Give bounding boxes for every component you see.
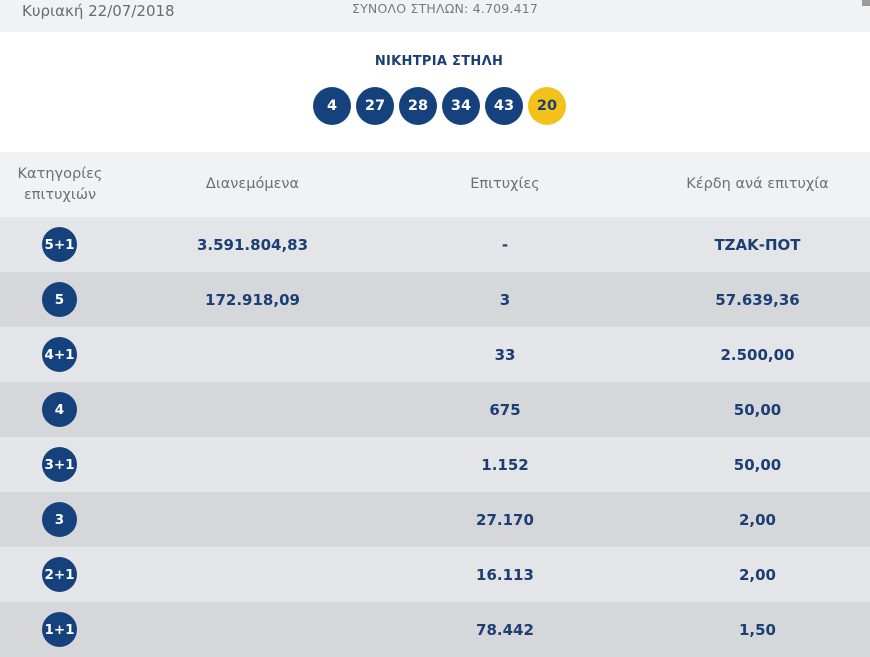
category-badge: 4+1 bbox=[42, 337, 77, 372]
category-badge: 4 bbox=[42, 392, 77, 427]
distributed-cell: 172.918,09 bbox=[205, 290, 300, 309]
category-badge: 3+1 bbox=[42, 447, 77, 482]
winners-cell: 27.170 bbox=[476, 510, 534, 529]
winning-number-ball: 4 bbox=[313, 87, 351, 125]
prize-cell: 2,00 bbox=[738, 510, 776, 529]
table-row: 4+1 33 2.500,00 bbox=[0, 327, 870, 382]
distributed-cell: 3.591.804,83 bbox=[196, 235, 309, 254]
winning-number-ball: 27 bbox=[356, 87, 394, 125]
distributed-cell bbox=[150, 547, 355, 602]
winning-number-ball: 34 bbox=[442, 87, 480, 125]
prize-cell: 50,00 bbox=[733, 455, 782, 474]
prize-cell: ΤΖΑΚ-ΠΟΤ bbox=[714, 235, 801, 254]
table-row: 3 27.170 2,00 bbox=[0, 492, 870, 547]
category-badge: 5 bbox=[42, 282, 77, 317]
table-row: 3+1 1.152 50,00 bbox=[0, 437, 870, 492]
prize-cell: 50,00 bbox=[733, 400, 782, 419]
winners-cell: 33 bbox=[494, 345, 516, 364]
winners-cell: 78.442 bbox=[476, 620, 534, 639]
winning-number-ball: 28 bbox=[399, 87, 437, 125]
header-category: Κατηγορίες επιτυχιών bbox=[17, 165, 103, 203]
distributed-cell bbox=[150, 602, 355, 657]
corner-mark bbox=[862, 0, 870, 6]
prize-cell: 57.639,36 bbox=[715, 290, 800, 309]
distributed-cell bbox=[150, 492, 355, 547]
table-row: 5+1 3.591.804,83 - ΤΖΑΚ-ΠΟΤ bbox=[0, 217, 870, 272]
header-prize: Κέρδη ανά επιτυχία bbox=[686, 176, 829, 192]
distributed-cell bbox=[150, 382, 355, 437]
winning-numbers: 4 27 28 34 43 20 bbox=[313, 87, 566, 125]
results-table: 5+1 3.591.804,83 - ΤΖΑΚ-ΠΟΤ 5 172.918,09… bbox=[0, 217, 870, 657]
table-header: Κατηγορίες επιτυχιών Διανεμόμενα Επιτυχί… bbox=[0, 152, 870, 217]
winners-cell: 675 bbox=[489, 400, 521, 419]
table-row: 2+1 16.113 2,00 bbox=[0, 547, 870, 602]
bonus-number-ball: 20 bbox=[528, 87, 566, 125]
winning-number-ball: 43 bbox=[485, 87, 523, 125]
winners-cell: 3 bbox=[499, 290, 511, 309]
category-badge: 2+1 bbox=[42, 557, 77, 592]
category-badge: 5+1 bbox=[42, 227, 77, 262]
distributed-cell bbox=[150, 327, 355, 382]
total-columns: ΣΥΝΟΛΟ ΣΤΗΛΩΝ: 4.709.417 bbox=[352, 1, 539, 16]
prize-cell: 2.500,00 bbox=[720, 345, 795, 364]
winning-column-title: ΝΙΚΗΤΡΙΑ ΣΤΗΛΗ bbox=[374, 54, 504, 69]
header-winners: Επιτυχίες bbox=[470, 176, 540, 192]
category-badge: 3 bbox=[42, 502, 77, 537]
prize-cell: 2,00 bbox=[738, 565, 776, 584]
table-row: 1+1 78.442 1,50 bbox=[0, 602, 870, 657]
prize-cell: 1,50 bbox=[738, 620, 776, 639]
draw-date: Κυριακή 22/07/2018 bbox=[22, 2, 175, 20]
winners-cell: - bbox=[501, 235, 509, 254]
header-distributed: Διανεμόμενα bbox=[205, 176, 300, 192]
winners-cell: 1.152 bbox=[481, 455, 529, 474]
table-row: 5 172.918,09 3 57.639,36 bbox=[0, 272, 870, 327]
distributed-cell bbox=[150, 437, 355, 492]
category-badge: 1+1 bbox=[42, 612, 77, 647]
top-info-bar: Κυριακή 22/07/2018 ΣΥΝΟΛΟ ΣΤΗΛΩΝ: 4.709.… bbox=[0, 0, 870, 32]
winners-cell: 16.113 bbox=[476, 565, 534, 584]
table-row: 4 675 50,00 bbox=[0, 382, 870, 437]
